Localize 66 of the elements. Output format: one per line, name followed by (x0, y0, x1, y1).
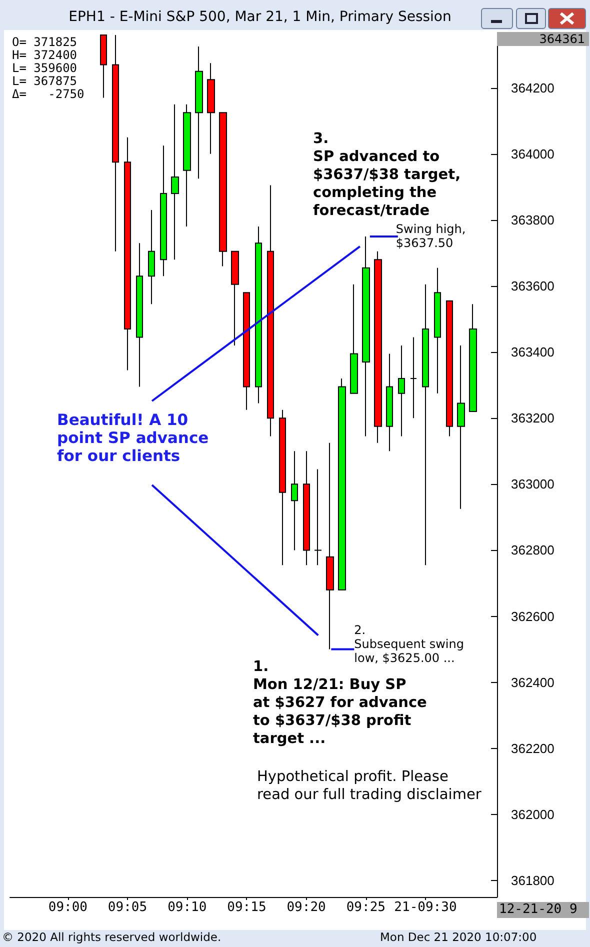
candlestick (386, 353, 393, 452)
annotation: H= 372400 (12, 48, 78, 62)
x-tick-label: 09:20 (286, 900, 326, 915)
candlestick (171, 104, 179, 260)
candlestick (314, 468, 322, 566)
x-tick-label: 09:00 (48, 900, 88, 915)
candlestick (160, 145, 167, 277)
annotation: O= 371825 (12, 35, 78, 49)
candlestick (422, 284, 429, 566)
x-tick-label: 09:10 (168, 900, 207, 915)
candlestick (446, 300, 453, 437)
candlestick (362, 236, 370, 437)
candlestick (219, 112, 227, 267)
annotation: Beautiful! A 10 point SP advance for our clients (57, 411, 209, 465)
chart-title: EPH1 - E-Mini S&P 500, Mar 21, 1 Min, Primary Session (68, 9, 452, 25)
candlestick (112, 34, 119, 252)
x-tick-label: 21-09:30 (394, 900, 457, 915)
y-tick-label: 364200 (511, 80, 554, 96)
candlestick (350, 284, 358, 394)
candlestick (326, 442, 334, 650)
annotation: 3. SP advanced to $3637/$38 target, completing the forecast/trade (313, 130, 461, 220)
y-tick-label: 363000 (511, 476, 554, 492)
candlestick (255, 226, 262, 404)
y-tick-label: 362600 (511, 608, 554, 624)
y-tick-label: 364000 (511, 146, 554, 162)
x-tick-label: 09:15 (227, 900, 266, 915)
text: © 2020 All rights reserved worldwide. (2, 930, 222, 945)
y-tick-label: 363800 (511, 212, 554, 228)
candlestick (136, 242, 143, 388)
annotation: Swing high, $3637.50 (396, 222, 466, 250)
candlestick (434, 267, 441, 394)
y-tick-label: 363600 (511, 278, 554, 294)
candlestick (410, 336, 417, 419)
annotation: L= 359600 (12, 61, 78, 75)
text: 12-21-20 9 (497, 902, 589, 918)
candlestick (183, 104, 191, 228)
candlestick (195, 46, 203, 180)
candlestick (398, 344, 405, 437)
y-tick-label: 363200 (511, 410, 554, 426)
y-tick-label: 362000 (511, 806, 554, 822)
candlestick (279, 409, 286, 566)
candlestick (303, 450, 310, 566)
y-tick-label: 363400 (511, 344, 554, 360)
candlestick (374, 250, 382, 444)
candlestick (231, 250, 239, 346)
y-tick-label: 362800 (511, 542, 554, 558)
y-tick-label: 362200 (511, 740, 554, 756)
candlestick (100, 34, 107, 98)
annotation: L= 367875 (12, 74, 78, 88)
x-tick-label: 09:25 (346, 900, 386, 915)
annotation: Δ= -2750 (12, 87, 84, 101)
candlestick (267, 184, 274, 437)
text: 364361 (497, 32, 589, 46)
candlestick (457, 344, 465, 510)
candlestick (148, 210, 155, 305)
y-tick-label: 362400 (511, 674, 554, 690)
candlestick (469, 304, 477, 412)
text: Mon Dec 21 2020 10:07:00 (380, 930, 537, 945)
candlestick (207, 62, 215, 154)
y-tick-label: 361800 (511, 872, 554, 888)
candlestick (124, 136, 131, 371)
candlestick (243, 292, 250, 410)
x-tick-label: 09:05 (108, 900, 148, 915)
annotation: Hypothetical profit. Please read our full trading disclaimer (257, 768, 482, 804)
candlestick (338, 378, 346, 590)
candlestick (291, 450, 298, 551)
